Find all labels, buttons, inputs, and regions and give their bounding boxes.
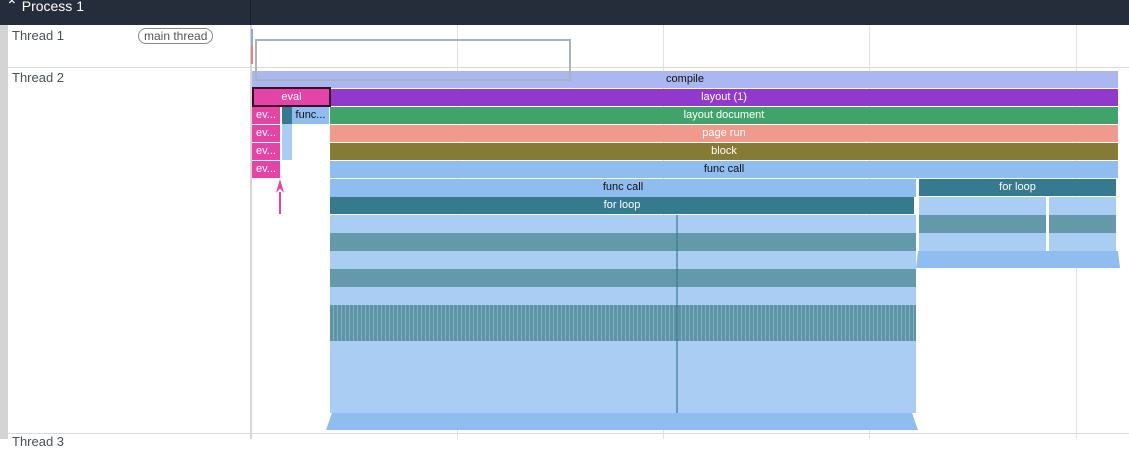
slice-block[interactable]: block [330, 143, 1118, 160]
main-thread-tag: main thread [138, 28, 214, 44]
slice-ev[interactable]: ev... [252, 107, 280, 124]
slice-for-loop-right[interactable]: for loop [919, 179, 1116, 196]
dense-slices[interactable] [330, 215, 916, 233]
selection-area[interactable] [255, 39, 571, 81]
slice-func-call[interactable]: func call [330, 161, 1118, 178]
slice-layout-document[interactable]: layout document [330, 107, 1118, 124]
slice-for-loop[interactable]: for loop [330, 197, 914, 214]
dense-slices[interactable] [330, 341, 916, 413]
row-divider [8, 433, 1129, 434]
dense-slices[interactable] [919, 215, 1116, 233]
slice-ev[interactable]: ev... [252, 161, 280, 178]
dense-slices[interactable] [916, 251, 1120, 268]
dense-slices[interactable] [330, 287, 916, 305]
func-call-body[interactable] [330, 179, 916, 197]
slice-ev[interactable]: ev... [252, 125, 280, 142]
slice-layout[interactable]: layout (1) [330, 89, 1118, 106]
slice-marker [676, 215, 678, 413]
thread-1-label[interactable]: Thread 1 [12, 28, 65, 43]
row-divider [8, 67, 1129, 68]
dense-slices[interactable] [330, 251, 916, 269]
dense-slices[interactable] [330, 233, 916, 251]
thread1-slice[interactable] [251, 29, 253, 46]
dense-slices[interactable] [330, 269, 916, 287]
slice-func-short[interactable]: func... [292, 107, 329, 124]
small-slice[interactable] [282, 107, 292, 124]
thread-2-label[interactable]: Thread 2 [12, 70, 65, 85]
slice-compile[interactable]: compile [252, 71, 1118, 88]
gap [1046, 197, 1049, 253]
slice-page-run[interactable]: page run [330, 125, 1118, 142]
panel-separator[interactable] [250, 25, 252, 439]
small-slice[interactable] [282, 124, 292, 160]
dense-slices[interactable] [919, 197, 1116, 215]
thread-3-label[interactable]: Thread 3 [12, 434, 65, 449]
slice-func-call-2[interactable]: func call [602, 181, 644, 193]
flow-line [279, 192, 281, 214]
thread1-slice[interactable] [251, 46, 253, 64]
dense-slices[interactable] [919, 233, 1116, 251]
slice-eval-selected[interactable]: eval [252, 87, 331, 107]
dense-slices[interactable] [330, 305, 916, 341]
chevron-up-icon[interactable]: ⌃ [6, 0, 18, 13]
process-header[interactable]: ⌃ Process 1 [0, 0, 1129, 25]
process-title: Process 1 [21, 0, 84, 14]
flow-arrow-icon[interactable] [276, 179, 284, 193]
slice-ev[interactable]: ev... [252, 143, 280, 160]
track-strip [0, 25, 8, 439]
dense-slices[interactable] [326, 413, 918, 430]
